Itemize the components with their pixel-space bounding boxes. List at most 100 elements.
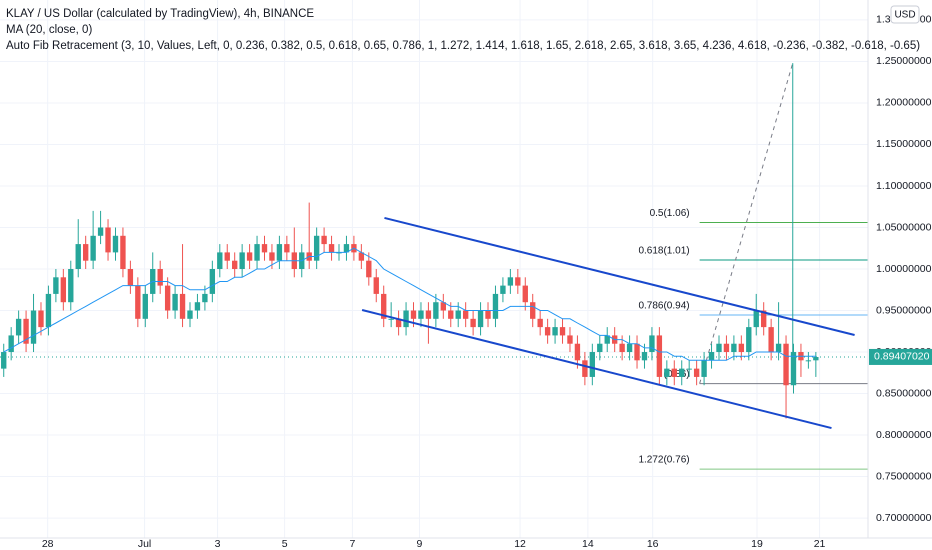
y-tick-label: 1.00000000 — [876, 263, 932, 275]
candle-body — [30, 310, 37, 344]
candle-body — [187, 310, 193, 319]
x-tick-label: Jul — [138, 538, 151, 550]
candle-body — [373, 277, 379, 294]
x-tick-label: 7 — [349, 538, 355, 550]
candle-body — [440, 302, 446, 311]
candle-body — [142, 293, 148, 319]
candle-body — [768, 327, 774, 353]
y-tick-label: 1.15000000 — [876, 138, 932, 150]
candle-body — [164, 285, 171, 311]
candle-body — [313, 235, 320, 261]
candle-body — [500, 285, 506, 294]
candle-body — [75, 244, 81, 269]
candle-body — [157, 269, 163, 286]
candle-body — [425, 310, 432, 319]
candle-body — [589, 352, 596, 377]
currency-label[interactable]: USD — [894, 10, 915, 21]
x-tick-label: 12 — [514, 538, 526, 550]
candle-body — [410, 310, 417, 319]
candle-body — [38, 310, 44, 328]
candle-body — [649, 335, 655, 353]
candle-body — [693, 368, 700, 377]
channel-line — [384, 216, 855, 336]
candle-body — [418, 310, 424, 319]
candle-body — [761, 310, 767, 328]
fib-label: 0.786(0.94) — [638, 301, 689, 312]
candle-body — [15, 318, 22, 336]
y-tick-label: 0.85000000 — [876, 387, 932, 399]
candle-body — [120, 235, 126, 269]
candle-body — [664, 368, 670, 377]
candle-body — [127, 269, 134, 286]
candle-body — [284, 244, 290, 253]
candle-body — [783, 343, 789, 386]
price-tag — [869, 348, 932, 365]
candle-body — [641, 352, 648, 361]
fib-label: 0.5(1.06) — [650, 208, 690, 219]
candle-body — [403, 310, 409, 328]
candle-body — [522, 285, 528, 303]
candle-body — [790, 352, 797, 386]
candle-body — [97, 227, 104, 236]
ma-line — [3, 247, 816, 361]
candle-body — [202, 293, 208, 303]
candle-body — [597, 343, 603, 353]
candle-body — [358, 252, 365, 261]
y-tick-label: 1.10000000 — [876, 180, 932, 192]
candle-body — [470, 318, 476, 328]
candle-body — [232, 260, 238, 269]
candle-body — [455, 310, 461, 319]
candle-body — [381, 293, 387, 319]
currency-box[interactable] — [890, 5, 920, 24]
candle-body — [1, 352, 7, 369]
candle-body — [686, 368, 692, 370]
candle-body — [246, 252, 253, 261]
candle-body — [656, 335, 663, 377]
candle-body — [738, 343, 745, 353]
candle-body — [701, 360, 707, 377]
candle-body — [179, 293, 186, 319]
candle-body — [209, 269, 216, 294]
y-tick-label: 1.20000000 — [876, 97, 932, 109]
y-tick-label: 1.25000000 — [876, 55, 932, 67]
candle-body — [544, 327, 551, 336]
candle-body — [530, 302, 536, 319]
candle-body — [328, 244, 335, 253]
candle-body — [395, 318, 402, 328]
y-tick-label: 1.05000000 — [876, 221, 932, 233]
candle-body — [433, 302, 439, 319]
y-tick-label: 0.70000000 — [876, 512, 932, 524]
candle-body — [552, 327, 558, 336]
candle-body — [388, 318, 394, 320]
candle-body — [679, 368, 685, 377]
plot-area: 0.5(1.06)0.618(1.01)0.786(0.94)(0.86)1.2… — [0, 62, 868, 470]
candle-body — [112, 235, 119, 253]
indicator-legend: Auto Fib Retracement (3, 10, Values, Lef… — [6, 40, 920, 52]
candle-body — [582, 360, 588, 377]
candle-body — [604, 335, 610, 344]
candle-body — [60, 277, 67, 303]
candle-body — [492, 293, 499, 319]
candle-body — [477, 310, 484, 328]
candle-body — [626, 343, 633, 353]
candle-body — [83, 244, 89, 261]
candle-body — [753, 310, 759, 328]
candle-body — [723, 343, 730, 353]
candle-body — [619, 343, 625, 353]
candle-body — [485, 310, 491, 319]
candle-body — [68, 269, 74, 303]
candle-body — [53, 277, 59, 294]
candle-body — [559, 327, 566, 336]
candle-body — [261, 244, 268, 253]
chart-title: KLAY / US Dollar (calculated by TradingV… — [6, 8, 314, 20]
channel-line — [361, 309, 832, 430]
candle-body — [217, 252, 223, 269]
candle-body — [8, 335, 14, 353]
candle-body — [224, 252, 230, 261]
y-tick-label: 0.80000000 — [876, 429, 932, 441]
price-tag-label: 0.89407020 — [874, 351, 930, 363]
candle-body — [731, 343, 737, 353]
